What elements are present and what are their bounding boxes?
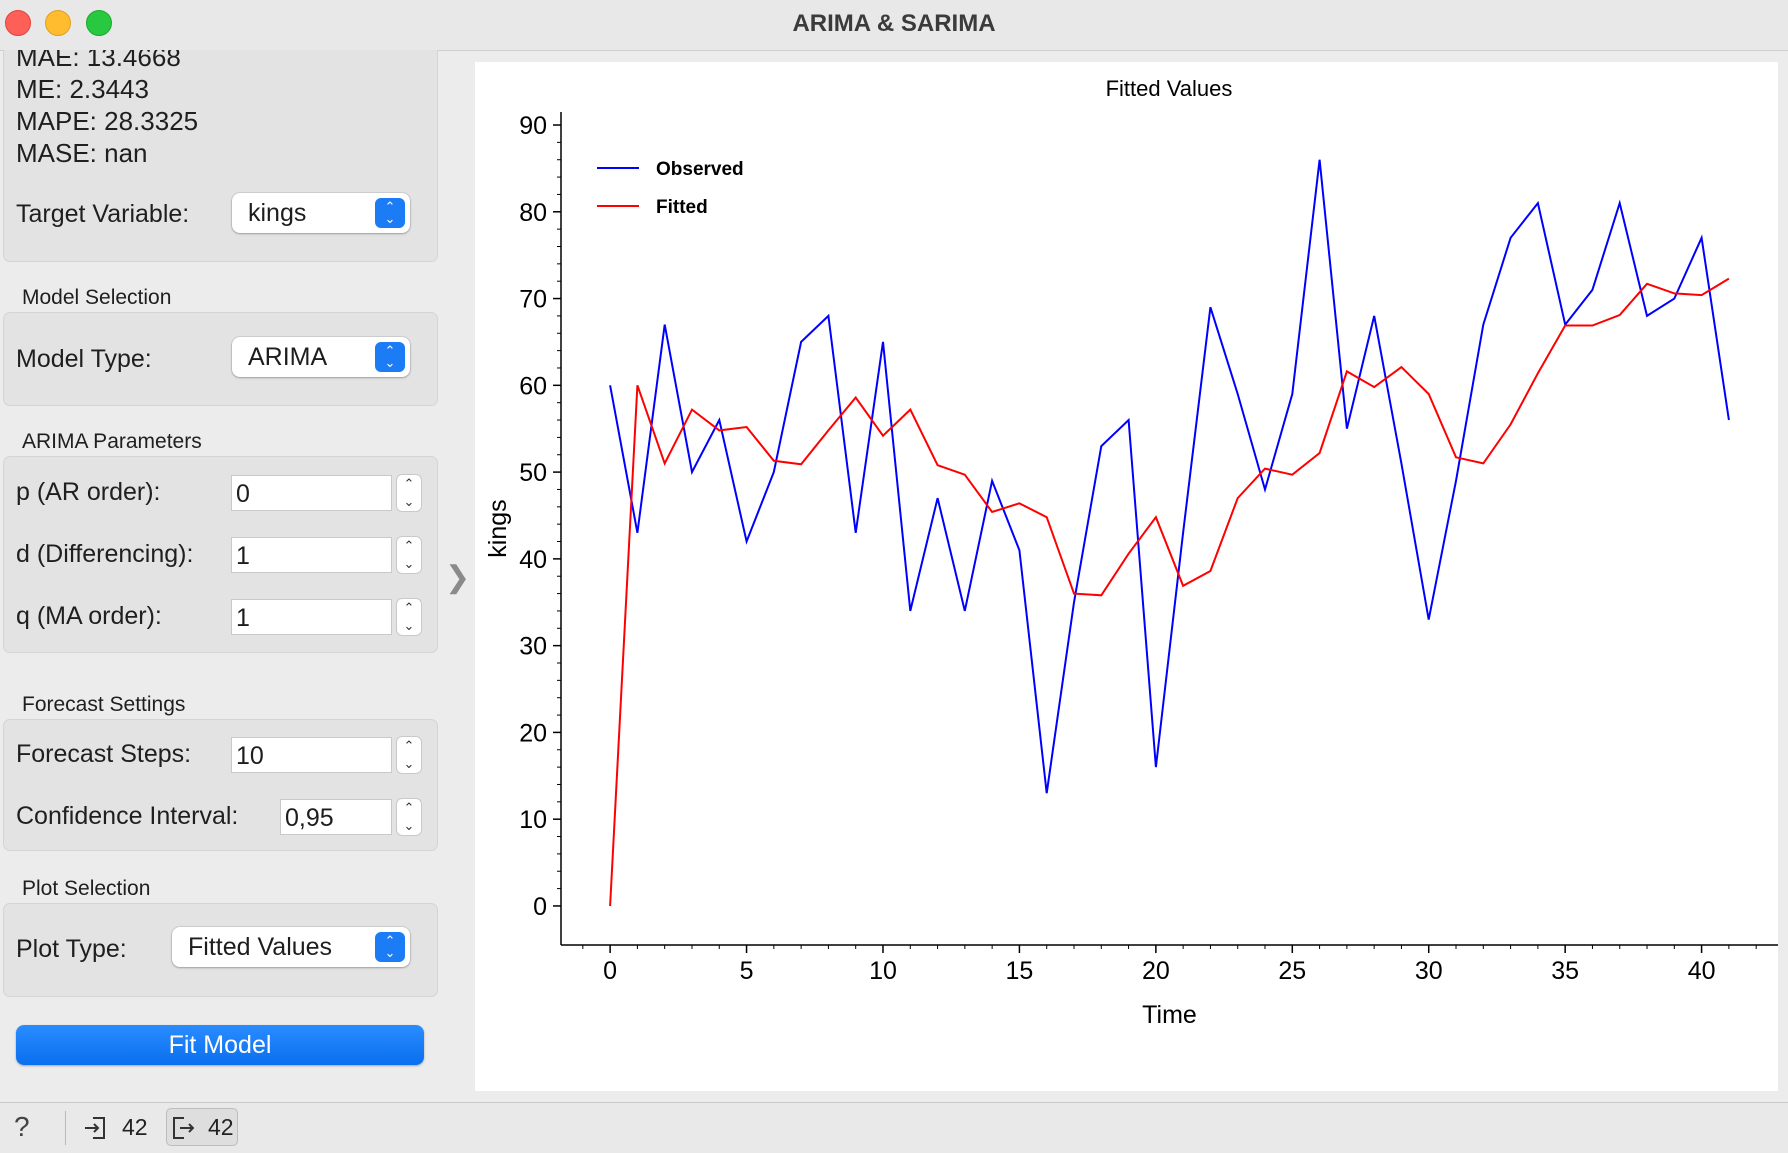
legend-label-observed: Observed [656, 159, 744, 180]
status-bar: ? 42 42 [0, 1102, 1788, 1153]
fit-model-button[interactable]: Fit Model [16, 1025, 424, 1065]
plot-type-value: Fitted Values [188, 933, 333, 961]
forecast-steps-input[interactable]: 10 [231, 737, 392, 773]
y-tick-label: 10 [519, 806, 547, 834]
chevron-up-icon[interactable]: ⌃ [403, 476, 415, 491]
mae-text: MAE: 13.4668 [16, 50, 181, 72]
d-order-label: d (Differencing): [16, 540, 194, 568]
target-variable-select[interactable]: kings ⌃ ⌄ [232, 193, 410, 233]
x-tick-label: 5 [740, 957, 754, 985]
confidence-interval-label: Confidence Interval: [16, 802, 239, 830]
mase-text: MASE: nan [16, 138, 148, 168]
input-icon [85, 1117, 105, 1139]
axis-ticks: 0 10 20 30 40 50 60 70 80 90 0 5 10 15 20 25 30 35 40 [519, 112, 1757, 985]
y-tick-label: 0 [533, 893, 547, 921]
x-tick-label: 10 [869, 957, 897, 985]
close-window-button[interactable] [5, 10, 31, 36]
y-tick-label: 70 [519, 286, 547, 314]
d-order-input[interactable]: 1 [231, 537, 392, 573]
chevron-up-icon[interactable]: ⌃ [403, 600, 415, 615]
forecast-steps-label: Forecast Steps: [16, 740, 192, 768]
legend-label-fitted: Fitted [656, 197, 708, 218]
chevron-updown-icon: ⌃ ⌄ [375, 342, 405, 372]
output-count: 42 [208, 1114, 234, 1140]
q-order-input[interactable]: 1 [231, 599, 392, 635]
chevron-down-icon[interactable]: ⌄ [403, 756, 415, 771]
x-tick-label: 35 [1551, 957, 1579, 985]
forecast-settings-title: Forecast Settings [22, 693, 186, 716]
model-selection-title: Model Selection [22, 286, 172, 309]
model-type-select[interactable]: ARIMA ⌃ ⌄ [232, 337, 410, 377]
x-tick-label: 40 [1688, 957, 1716, 985]
y-tick-label: 60 [519, 372, 547, 400]
confidence-interval-stepper[interactable]: ⌃ ⌄ [396, 798, 422, 836]
x-tick-label: 20 [1142, 957, 1170, 985]
p-order-input[interactable]: 0 [231, 475, 392, 511]
input-count: 42 [122, 1114, 148, 1140]
plot-type-select[interactable]: Fitted Values ⌃ ⌄ [172, 927, 410, 967]
chevron-down-icon[interactable]: ⌄ [403, 494, 415, 509]
y-tick-label: 30 [519, 633, 547, 661]
y-tick-label: 20 [519, 719, 547, 747]
help-icon[interactable]: ? [14, 1111, 30, 1142]
fitted-values-chart: Fitted Values 0 10 20 30 40 50 60 70 80 90 0 5 10 15 2… [484, 76, 1778, 1029]
y-tick-label: 80 [519, 199, 547, 227]
model-type-value: ARIMA [248, 343, 328, 371]
x-tick-label: 30 [1415, 957, 1443, 985]
output-indicator[interactable] [166, 1108, 238, 1146]
series-lines [609, 159, 1730, 907]
chevron-up-icon[interactable]: ⌃ [403, 800, 415, 815]
y-axis-label: kings [484, 499, 512, 557]
q-order-stepper[interactable]: ⌃ ⌄ [396, 598, 422, 636]
target-variable-value: kings [248, 199, 307, 227]
status-separator [65, 1111, 66, 1145]
collapse-sidebar-icon[interactable]: ❯ [445, 561, 471, 594]
maximize-window-button[interactable] [86, 10, 112, 36]
chevron-down-icon[interactable]: ⌄ [403, 618, 415, 633]
chevron-updown-icon: ⌃ ⌄ [375, 198, 405, 228]
minimize-window-button[interactable] [45, 10, 71, 36]
p-order-label: p (AR order): [16, 478, 161, 506]
me-text: ME: 2.3443 [16, 74, 149, 104]
mape-text: MAPE: 28.3325 [16, 106, 199, 136]
chevron-updown-icon: ⌃ ⌄ [375, 932, 405, 962]
forecast-steps-stepper[interactable]: ⌃ ⌄ [396, 736, 422, 774]
plot-panel: Fitted Values 0 10 20 30 40 50 60 70 80 90 0 5 10 15 2… [475, 62, 1778, 1091]
arima-parameters-title: ARIMA Parameters [22, 430, 202, 453]
d-order-stepper[interactable]: ⌃ ⌄ [396, 536, 422, 574]
x-tick-label: 0 [603, 957, 617, 985]
x-tick-label: 25 [1278, 957, 1306, 985]
target-variable-label: Target Variable: [16, 200, 190, 228]
x-tick-label: 15 [1006, 957, 1034, 985]
output-icon [173, 1117, 194, 1139]
title-bar: ARIMA & SARIMA [0, 0, 1788, 51]
chevron-down-icon[interactable]: ⌄ [403, 818, 415, 833]
chevron-up-icon[interactable]: ⌃ [403, 738, 415, 753]
y-tick-label: 50 [519, 459, 547, 487]
window-title: ARIMA & SARIMA [792, 10, 996, 37]
confidence-interval-input[interactable]: 0,95 [280, 799, 392, 835]
control-sidebar: MAE: 13.4668 ME: 2.3443 MAPE: 28.3325 MA… [0, 50, 445, 1102]
chevron-up-icon[interactable]: ⌃ [403, 538, 415, 553]
series-line-observed [609, 159, 1730, 794]
series-line-fitted [609, 277, 1730, 907]
chart-legend: Observed Fitted [597, 159, 744, 218]
q-order-label: q (MA order): [16, 602, 162, 630]
chart-title: Fitted Values [1106, 76, 1233, 101]
model-type-label: Model Type: [16, 345, 152, 373]
p-order-stepper[interactable]: ⌃ ⌄ [396, 474, 422, 512]
plot-selection-title: Plot Selection [22, 877, 151, 900]
x-axis-label: Time [1142, 1001, 1197, 1029]
y-tick-label: 40 [519, 546, 547, 574]
y-tick-label: 90 [519, 112, 547, 140]
chevron-down-icon[interactable]: ⌄ [403, 556, 415, 571]
plot-type-label: Plot Type: [16, 935, 127, 963]
